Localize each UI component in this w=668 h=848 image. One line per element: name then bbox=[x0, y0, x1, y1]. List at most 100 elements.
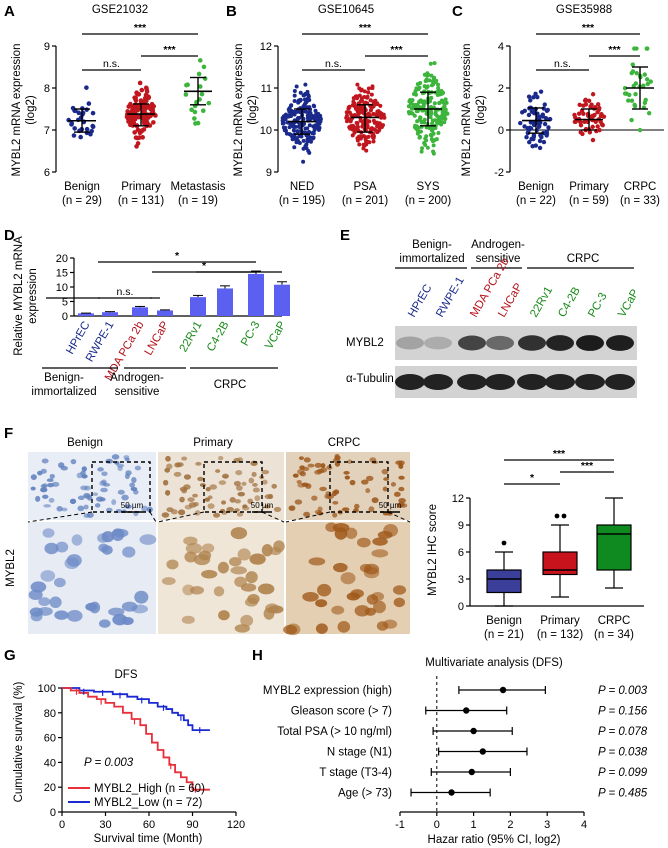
panel-c-point bbox=[535, 94, 540, 100]
panel-f-nucleus bbox=[49, 596, 62, 609]
panel-f-nucleus bbox=[134, 590, 149, 604]
panel-e-band-mybl2 bbox=[424, 336, 452, 350]
panel-c-point bbox=[578, 123, 584, 128]
panel-f-nucleus bbox=[117, 489, 125, 495]
panel-b-point bbox=[419, 149, 424, 154]
panel-f-nucleus bbox=[170, 509, 178, 515]
panel-f-nucleus bbox=[340, 572, 356, 585]
panel-f-nucleus bbox=[254, 495, 261, 502]
panel-e-lane-label: PC-3 bbox=[586, 291, 609, 320]
panel-f-nucleus bbox=[46, 478, 54, 482]
panel-b-y-tick-label: 11 bbox=[261, 83, 272, 95]
panel-f-nucleus bbox=[54, 610, 69, 620]
panel-f-nucleus bbox=[248, 477, 255, 484]
panel-d-group3: CRPC bbox=[214, 379, 247, 391]
panel-a-point bbox=[133, 95, 138, 101]
panel-f-nucleus bbox=[81, 466, 87, 472]
panel-f-nucleus bbox=[371, 497, 379, 504]
panel-f-nucleus bbox=[234, 576, 247, 588]
panel-f-nucleus bbox=[60, 465, 68, 471]
panel-h-pvalue: P = 0.038 bbox=[598, 747, 648, 759]
panel-a-group-n: (n = 131) bbox=[118, 195, 165, 207]
panel-f-nucleus bbox=[242, 504, 248, 509]
panel-b-point bbox=[437, 100, 442, 105]
panel-f-nucleus bbox=[108, 607, 125, 617]
panel-f-nucleus bbox=[320, 463, 326, 469]
panel-b-point bbox=[380, 115, 385, 120]
panel-f-nucleus bbox=[252, 482, 258, 487]
panel-a-point bbox=[195, 120, 201, 126]
panel-f-nucleus bbox=[372, 537, 388, 546]
panel-f-nucleus bbox=[40, 487, 48, 493]
panel-a-letter: A bbox=[4, 3, 15, 20]
panel-f-nucleus bbox=[30, 581, 47, 593]
panel-b-point bbox=[364, 148, 369, 153]
panel-f-nucleus bbox=[165, 455, 171, 462]
panel-c-point bbox=[578, 130, 583, 135]
panel-b-point bbox=[371, 131, 376, 136]
panel-d-letter: D bbox=[4, 227, 15, 244]
panel-e-band-mybl2 bbox=[576, 335, 604, 351]
panel-b-point bbox=[378, 103, 383, 108]
panel-d-group2-line2: sensitive bbox=[115, 386, 160, 398]
panel-f-nucleus bbox=[187, 497, 195, 502]
panel-f-nucleus bbox=[334, 527, 348, 540]
panel-f-nucleus bbox=[368, 506, 375, 513]
panel-f-nucleus bbox=[166, 559, 179, 570]
panel-c-point bbox=[526, 94, 532, 99]
panel-f-nucleus bbox=[217, 561, 229, 574]
panel-f-nucleus bbox=[181, 456, 188, 461]
panel-f-nucleus bbox=[334, 453, 340, 459]
panel-b-point bbox=[431, 76, 436, 81]
panel-f-nucleus bbox=[365, 488, 371, 494]
panel-f-nucleus bbox=[56, 506, 63, 512]
panel-b-sig-label: *** bbox=[359, 22, 372, 34]
panel-b-point bbox=[410, 106, 415, 111]
panel-c-letter: C bbox=[452, 3, 463, 20]
panel-f-col-crpc: CRPC bbox=[328, 437, 361, 449]
panel-f-zoom-line bbox=[149, 511, 157, 523]
panel-e-letter: E bbox=[340, 227, 350, 244]
panel-g: G DFS Cumulative survival (%) Survival t… bbox=[4, 647, 245, 845]
panel-h-row-label: Age (> 73) bbox=[338, 788, 392, 800]
panel-b-point bbox=[301, 138, 306, 143]
panel-b-point bbox=[413, 92, 418, 97]
panel-b-point bbox=[292, 99, 297, 104]
panel-b-point bbox=[355, 82, 360, 87]
panel-d-bar bbox=[102, 312, 118, 316]
panel-f-nucleus bbox=[324, 493, 331, 499]
panel-c-point bbox=[531, 132, 537, 138]
panel-a-point bbox=[143, 121, 149, 127]
panel-f-nucleus bbox=[71, 534, 83, 546]
panel-f-nucleus bbox=[165, 489, 171, 496]
panel-f-nucleus bbox=[44, 542, 59, 555]
panel-f-nucleus bbox=[61, 507, 68, 512]
panel-f-outlier bbox=[501, 540, 507, 546]
panel-c-point bbox=[573, 115, 578, 120]
panel-f-nucleus bbox=[41, 458, 49, 464]
panel-c-point bbox=[601, 114, 607, 119]
panel-b-point bbox=[347, 110, 352, 115]
panel-b-point bbox=[355, 124, 360, 129]
panel-f-nucleus bbox=[162, 479, 169, 486]
panel-e-band-mybl2 bbox=[396, 336, 424, 350]
panel-f-nucleus bbox=[205, 486, 211, 492]
panel-e-band-mybl2 bbox=[486, 335, 514, 351]
panel-f-nucleus bbox=[48, 497, 55, 503]
panel-d-bar bbox=[274, 284, 290, 316]
panel-h-row-label: Gleason score (> 7) bbox=[291, 706, 392, 718]
panel-a: A GSE21032 MYBL2 mRNA expression (log2) … bbox=[4, 3, 226, 207]
panel-g-y-tick-label: 80 bbox=[44, 708, 56, 720]
panel-f-nucleus bbox=[124, 504, 132, 509]
panel-e-lane-label: C4-2B bbox=[556, 285, 583, 320]
panel-c-point bbox=[581, 111, 586, 116]
panel-f-nucleus bbox=[286, 623, 301, 636]
panel-f-nucleus bbox=[273, 506, 282, 513]
panel-b-point bbox=[416, 125, 421, 130]
panel-c-y-tick-label: 2 bbox=[498, 83, 504, 95]
panel-h-x-tick-label: -1 bbox=[395, 819, 405, 831]
panel-f-nucleus bbox=[218, 455, 224, 461]
panel-f-nucleus bbox=[192, 493, 198, 498]
panel-b-point bbox=[307, 98, 312, 103]
